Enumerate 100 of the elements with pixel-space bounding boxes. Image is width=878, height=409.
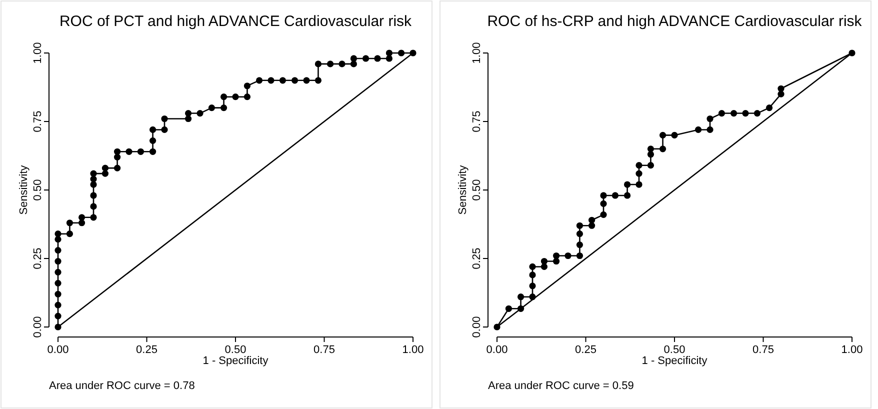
point	[694, 126, 702, 134]
point	[220, 94, 228, 100]
text: Area under ROC curve = 0.78	[49, 380, 195, 392]
point	[659, 132, 666, 138]
point	[529, 263, 536, 270]
y-axis-title: Sensitivity	[457, 164, 469, 215]
point	[90, 192, 97, 199]
point	[54, 236, 62, 243]
point	[350, 60, 358, 68]
point	[754, 110, 761, 117]
text: Area under ROC curve = 0.59	[488, 380, 634, 392]
point	[647, 162, 654, 169]
point	[718, 110, 726, 117]
x-tick-label: 0.00	[47, 344, 69, 356]
point	[576, 230, 584, 238]
y-axis-title: Sensitivity	[18, 164, 30, 215]
point	[268, 77, 274, 84]
point	[552, 258, 560, 265]
x-tick-label: 0.75	[752, 344, 774, 356]
point	[588, 222, 596, 229]
point	[706, 126, 714, 134]
y-tick-label: 0.25	[32, 248, 44, 270]
point	[54, 268, 62, 276]
point	[647, 146, 654, 152]
point	[314, 60, 322, 68]
point	[314, 77, 322, 84]
point	[659, 146, 666, 152]
y-tick-label: 1.00	[32, 42, 44, 64]
point	[636, 181, 642, 188]
y-tick-label: 0.00	[471, 316, 483, 338]
point	[196, 110, 204, 117]
point	[624, 192, 631, 199]
point	[54, 302, 62, 308]
point	[386, 50, 393, 56]
point	[540, 258, 548, 265]
point	[636, 170, 642, 177]
point	[126, 148, 132, 155]
point	[232, 94, 239, 100]
x-axis-title: 1 - Specificity	[642, 355, 708, 367]
point	[78, 214, 86, 221]
point	[114, 164, 121, 172]
y-tick-label: 0.50	[471, 179, 483, 201]
x-tick-label: 0.50	[224, 344, 246, 356]
point	[161, 115, 168, 122]
chart-title: ROC of PCT and high ADVANCE Cardiovascular risk	[59, 13, 412, 30]
point	[114, 154, 121, 160]
point	[54, 290, 62, 298]
point	[149, 148, 156, 155]
point	[256, 77, 263, 84]
x-tick-label: 0.00	[486, 344, 508, 356]
point	[647, 151, 654, 158]
point	[149, 137, 156, 144]
point	[161, 126, 168, 134]
point	[208, 104, 216, 112]
y-tick-label: 0.25	[471, 248, 483, 270]
point	[588, 216, 596, 224]
point	[78, 220, 86, 226]
point	[350, 55, 358, 62]
point	[671, 132, 678, 138]
point	[90, 214, 97, 221]
point	[505, 305, 512, 312]
point	[636, 162, 642, 169]
point	[54, 312, 62, 320]
point	[114, 148, 121, 155]
point	[291, 77, 298, 84]
point	[517, 294, 524, 300]
x-tick-label: 0.75	[314, 344, 335, 356]
point	[244, 94, 251, 100]
x-tick-label: 1.00	[841, 344, 863, 356]
point	[778, 85, 784, 92]
y-tick-label: 0.75	[471, 110, 483, 132]
point	[766, 104, 773, 112]
point	[102, 164, 109, 172]
point	[576, 252, 584, 260]
y-tick-label: 0.00	[32, 316, 44, 338]
point	[279, 77, 286, 84]
point	[398, 50, 405, 56]
point	[600, 200, 607, 207]
x-tick-label: 0.50	[664, 344, 686, 356]
point	[600, 192, 607, 199]
point	[90, 203, 97, 210]
y-tick-label: 1.00	[471, 42, 483, 64]
point	[612, 192, 619, 199]
point	[54, 258, 62, 265]
point	[326, 60, 334, 68]
point	[706, 115, 714, 122]
x-tick-label: 1.00	[402, 344, 424, 356]
point	[778, 90, 784, 98]
point	[220, 104, 228, 112]
point	[54, 280, 62, 286]
y-tick-label: 0.75	[32, 110, 44, 132]
point	[66, 220, 74, 226]
point	[564, 252, 572, 260]
point	[54, 246, 62, 254]
chart-title: ROC of hs-CRP and high ADVANCE Cardiovascular risk	[487, 13, 862, 30]
point	[137, 148, 144, 155]
point	[90, 170, 97, 177]
point	[552, 252, 560, 260]
x-tick-label: 0.25	[575, 344, 596, 356]
x-axis-title: 1 - Specificity	[202, 355, 269, 367]
